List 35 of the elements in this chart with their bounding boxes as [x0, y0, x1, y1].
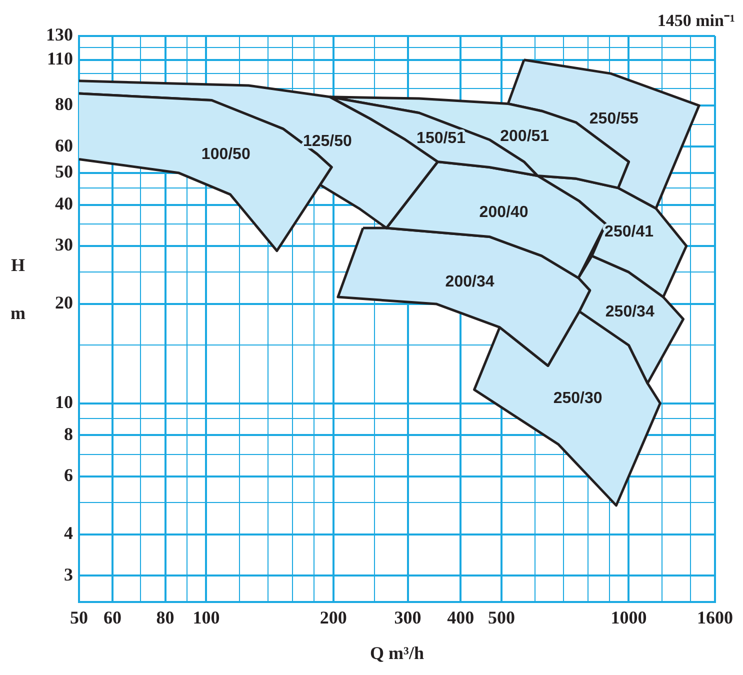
- series-label: 200/51: [500, 128, 550, 145]
- series-label: 200/34: [445, 274, 494, 291]
- x-tick-label: 200: [320, 607, 347, 628]
- y-tick-label: 50: [55, 161, 73, 182]
- x-tick-label: 300: [394, 607, 422, 628]
- y-tick-label: 3: [64, 564, 73, 584]
- series-label: 100/50: [201, 146, 250, 163]
- y-tick-label: 110: [46, 48, 73, 69]
- y-tick-label: 6: [64, 465, 73, 486]
- x-tick-label: 1600: [697, 607, 733, 628]
- series-label: 250/55: [589, 110, 638, 128]
- y-tick-label: 10: [55, 392, 73, 412]
- series-label: 250/41: [604, 224, 654, 241]
- x-tick-label: 1000: [610, 607, 647, 628]
- y-tick-label: 4: [64, 523, 73, 544]
- series-label: 125/50: [302, 133, 352, 150]
- text: 1450 min⁻¹: [657, 10, 735, 30]
- y-tick-label: 130: [46, 24, 73, 45]
- text: H m: [10, 255, 26, 324]
- series-label: 250/30: [553, 390, 602, 407]
- x-tick-label: 500: [488, 607, 516, 628]
- x-tick-label: 60: [103, 607, 122, 628]
- y-tick-label: 20: [55, 292, 73, 313]
- x-axis-title: Q m³/h: [370, 642, 424, 663]
- y-tick-label: 60: [55, 135, 73, 156]
- x-tick-label: 100: [192, 607, 220, 628]
- series-label: 250/34: [605, 304, 654, 321]
- x-tick-label: 400: [447, 607, 474, 628]
- y-tick-label: 30: [55, 234, 73, 255]
- series-label: 150/51: [416, 130, 466, 147]
- series-label: 200/40: [479, 204, 528, 221]
- y-tick-label: 40: [55, 193, 73, 214]
- y-tick-label: 80: [55, 94, 73, 114]
- x-tick-label: 80: [156, 607, 174, 628]
- y-tick-label: 8: [64, 424, 73, 444]
